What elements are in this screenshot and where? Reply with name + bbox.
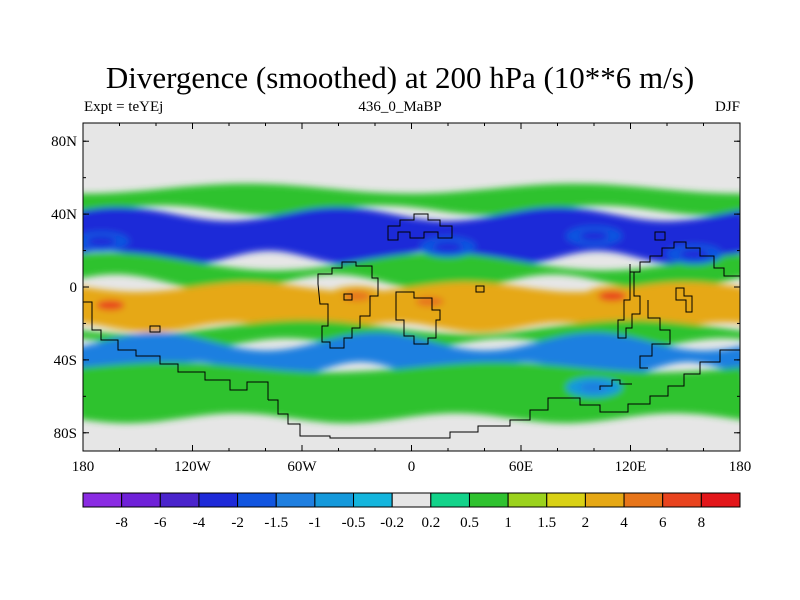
field-extremum-core [580,382,608,393]
colorbar-swatch [430,492,470,508]
axes: 180 120W 60W 0 60E 120E 180 80N 40N 0 40S 80S [51,123,751,475]
coastline-overlay [83,213,740,439]
colorbar-swatch [623,492,664,508]
colorbar-swatch [159,492,200,508]
colorbar-label: 0.5 [460,515,479,531]
colorbar-label: -0.2 [380,515,404,531]
colorbar-label: 0.2 [421,515,440,531]
season-label: DJF [714,99,740,115]
colorbar-label: -1.5 [264,515,288,531]
period-label: 436_0_MaBP [358,99,442,115]
colorbar-label: 8 [698,515,706,531]
colorbar-label: -0.5 [342,515,366,531]
colorbar-label: -1 [309,515,322,531]
colorbar-swatch [700,492,741,508]
x-tick-label: 120E [615,459,647,475]
y-tick-label: 80N [51,134,77,150]
field-extremum-core [580,230,608,241]
field-extremum-core [598,291,627,302]
colorbar-label: 1 [504,515,512,531]
colorbar-swatch [275,492,316,508]
field-extremum-core [680,249,709,260]
x-tick-label: 180 [729,459,752,475]
y-tick-label: 40N [51,207,77,223]
colorbar-swatch [507,492,548,508]
colorbar-swatch [82,492,123,508]
field-band [83,362,740,424]
x-tick-label: 0 [408,459,416,475]
colorbar-swatch [468,492,509,508]
field-extremum-core [434,241,462,252]
colorbar-label: 1.5 [537,515,556,531]
colorbar-swatch [198,492,239,508]
colorbar-swatch [662,492,702,508]
chart-title: Divergence (smoothed) at 200 hPa (10**6 … [105,60,695,95]
colorbar-label: 4 [620,515,628,531]
y-tick-label: 40S [54,353,77,369]
field-extremum-core [415,296,444,307]
y-tick-label: 80S [54,426,77,442]
colorbar-label: -4 [193,515,206,531]
colorbar-label: 2 [582,515,590,531]
colorbar: -8 -6 -4 -2 -1.5 -1 -0.5 -0.2 0.2 0.5 1 1.5 2 4 6 8 [82,492,741,531]
x-tick-label: 60E [509,459,533,475]
colorbar-label: -2 [231,515,244,531]
field-extremum-core [87,236,116,247]
field-band [83,183,740,216]
colorbar-swatch [391,492,432,508]
colorbar-swatch [353,492,393,508]
colorbar-label: -8 [115,515,128,531]
y-tick-label: 0 [70,280,78,296]
colorbar-swatch [314,492,355,508]
colorbar-swatch [121,492,161,508]
field-extremum-core [96,300,125,311]
colorbar-label: -6 [154,515,167,531]
colorbar-swatch [546,492,586,508]
x-tick-label: 180 [72,459,95,475]
colorbar-swatch [584,492,625,508]
colorbar-swatch [237,492,277,508]
field-band [83,207,740,265]
x-tick-label: 60W [287,459,317,475]
x-tick-label: 120W [174,459,212,475]
colorbar-label: 6 [659,515,667,531]
experiment-label: Expt = teYEj [84,99,164,115]
